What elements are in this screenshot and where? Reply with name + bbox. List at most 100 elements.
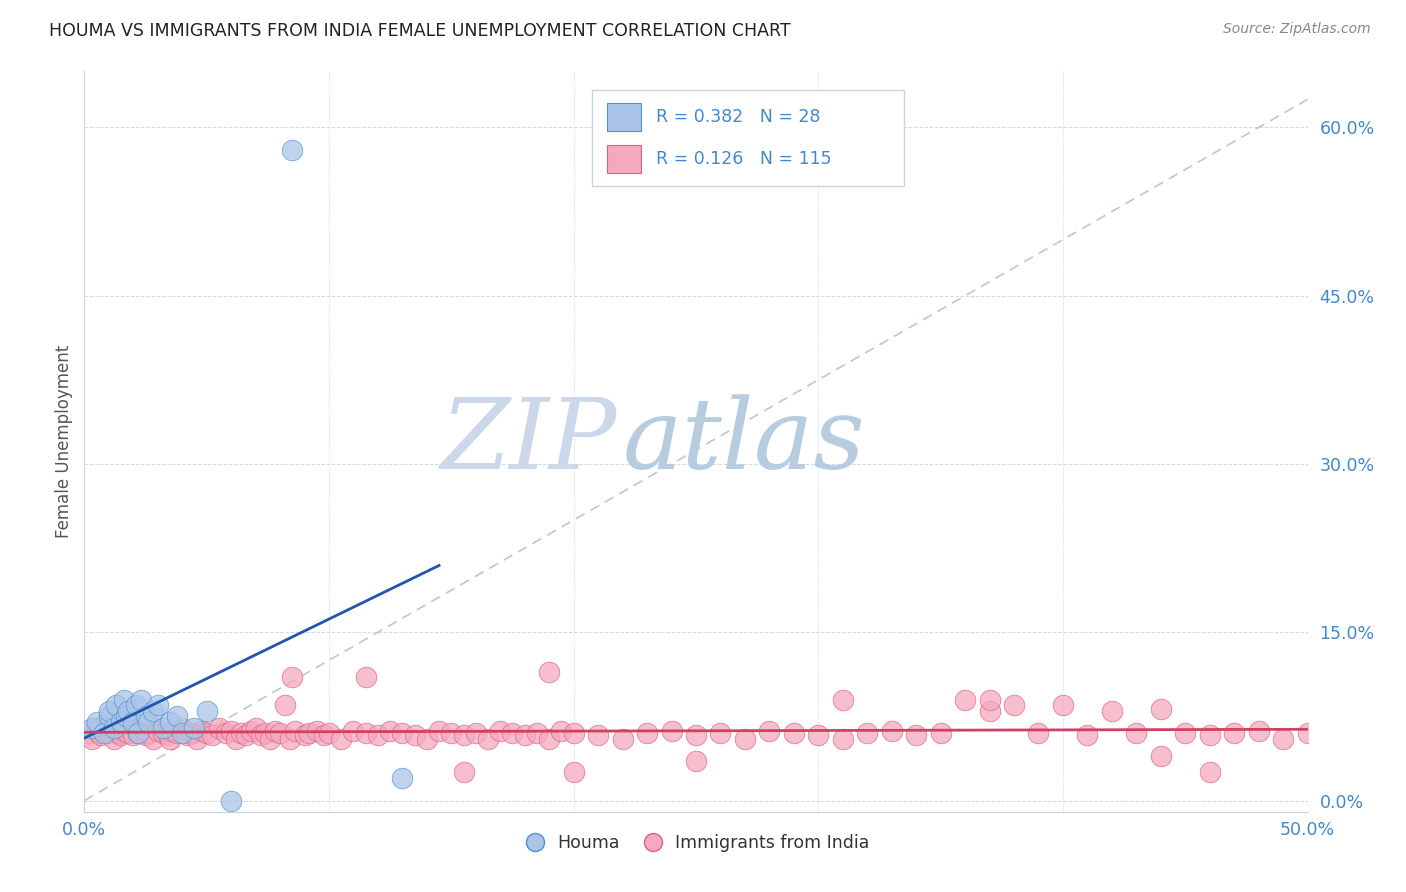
Point — [856, 726, 879, 740]
Point — [709, 726, 731, 740]
Point — [562, 726, 585, 740]
Point — [93, 726, 115, 740]
Text: Source: ZipAtlas.com: Source: ZipAtlas.com — [1223, 22, 1371, 37]
Point — [281, 670, 304, 684]
Point — [80, 731, 103, 746]
Point — [391, 771, 413, 785]
Point — [318, 726, 340, 740]
Point — [86, 721, 108, 735]
Point — [298, 726, 321, 740]
Point — [152, 726, 174, 740]
Point — [330, 731, 353, 746]
Point — [136, 726, 159, 740]
Point — [80, 721, 103, 735]
Point — [162, 723, 184, 738]
Point — [142, 731, 165, 746]
Point — [146, 723, 169, 738]
Point — [416, 731, 439, 746]
Point — [831, 692, 853, 706]
Point — [979, 704, 1001, 718]
Point — [538, 731, 561, 746]
Point — [183, 721, 205, 735]
Point — [477, 731, 499, 746]
Point — [159, 714, 181, 729]
Text: ZIP: ZIP — [440, 394, 616, 489]
Point — [90, 728, 112, 742]
Point — [1028, 726, 1050, 740]
Point — [112, 692, 135, 706]
Text: R = 0.382   N = 28: R = 0.382 N = 28 — [655, 108, 820, 126]
Point — [661, 723, 683, 738]
Point — [142, 704, 165, 718]
Point — [219, 723, 242, 738]
Point — [464, 726, 486, 740]
Point — [807, 728, 830, 742]
Point — [586, 728, 609, 742]
Point — [562, 765, 585, 780]
Point — [550, 723, 572, 738]
Y-axis label: Female Unemployment: Female Unemployment — [55, 345, 73, 538]
Point — [249, 728, 271, 742]
Point — [87, 726, 110, 740]
Point — [112, 723, 135, 738]
Point — [245, 721, 267, 735]
Point — [1247, 723, 1270, 738]
Point — [93, 723, 115, 738]
Point — [176, 728, 198, 742]
Point — [783, 726, 806, 740]
Point — [1198, 728, 1220, 742]
Point — [195, 704, 218, 718]
Point — [1223, 726, 1246, 740]
Legend: Houma, Immigrants from India: Houma, Immigrants from India — [516, 827, 876, 859]
Point — [105, 717, 128, 731]
Point — [77, 726, 100, 740]
Point — [254, 726, 277, 740]
Point — [122, 728, 145, 742]
Point — [117, 726, 139, 740]
Point — [86, 714, 108, 729]
Point — [427, 723, 450, 738]
Point — [172, 726, 194, 740]
Point — [166, 726, 188, 740]
Point — [1002, 698, 1025, 713]
Point — [1150, 748, 1173, 763]
Point — [274, 698, 297, 713]
Point — [526, 726, 548, 740]
Point — [135, 728, 157, 742]
Point — [215, 726, 238, 740]
Point — [191, 723, 214, 738]
Point — [166, 709, 188, 723]
Point — [103, 721, 125, 735]
Point — [115, 709, 138, 723]
Point — [281, 143, 304, 157]
Point — [1272, 731, 1295, 746]
Point — [929, 726, 952, 740]
Point — [107, 726, 129, 740]
Point — [195, 726, 218, 740]
Point — [200, 728, 222, 742]
Point — [97, 704, 120, 718]
Point — [229, 726, 252, 740]
Point — [758, 723, 780, 738]
Point — [136, 714, 159, 729]
Point — [122, 714, 145, 729]
Point — [685, 754, 707, 768]
Point — [172, 721, 194, 735]
Point — [367, 728, 389, 742]
Point — [1125, 726, 1147, 740]
Point — [127, 726, 149, 740]
Point — [125, 698, 148, 713]
Point — [127, 726, 149, 740]
Point — [152, 721, 174, 735]
Point — [305, 723, 328, 738]
Point — [115, 721, 138, 735]
Point — [97, 721, 120, 735]
Bar — [606, 103, 641, 131]
Text: R = 0.126   N = 115: R = 0.126 N = 115 — [655, 150, 831, 169]
Point — [1052, 698, 1074, 713]
Point — [117, 704, 139, 718]
Point — [219, 793, 242, 807]
FancyBboxPatch shape — [592, 90, 904, 186]
Point — [685, 728, 707, 742]
Point — [502, 726, 524, 740]
